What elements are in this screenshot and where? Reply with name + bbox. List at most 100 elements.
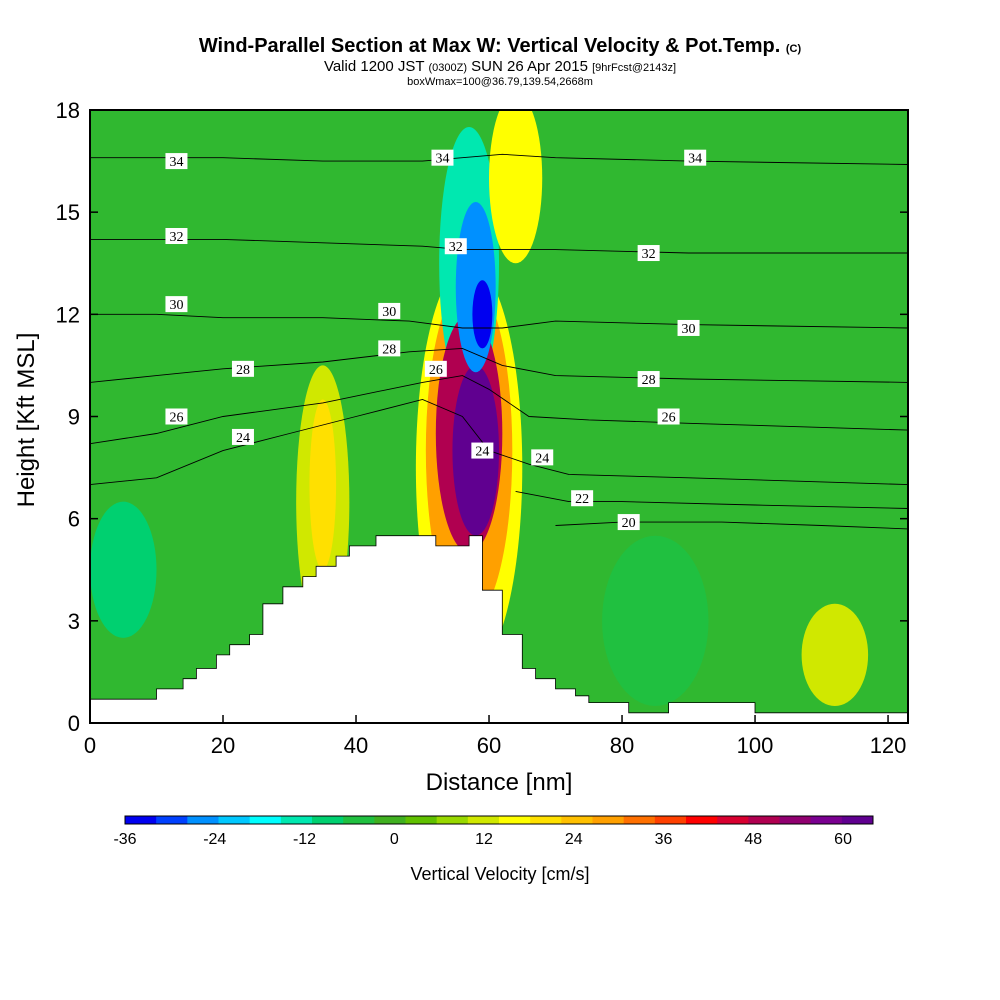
contour-label-34: 34: [431, 149, 454, 167]
x-tick-label: 20: [211, 733, 235, 758]
svg-text:20: 20: [622, 516, 636, 531]
colorbar-swatch: [779, 816, 812, 824]
title-block: Wind-Parallel Section at Max W: Vertical…: [0, 36, 1000, 88]
svg-text:34: 34: [435, 152, 449, 167]
x-axis-title: Distance [nm]: [426, 769, 573, 796]
theta-contour-22: [515, 490, 908, 509]
contour-label-32: 32: [444, 238, 467, 255]
contour-label-32: 32: [165, 228, 188, 245]
contour-label-24: 24: [471, 442, 494, 460]
contour-label-34: 34: [684, 149, 707, 167]
svg-text:26: 26: [429, 363, 443, 378]
colorbar-swatch: [405, 816, 438, 824]
colorbar-swatch: [436, 816, 469, 824]
svg-text:24: 24: [475, 445, 489, 460]
colorbar-tick-label: 12: [475, 831, 493, 848]
colorbar-title: Vertical Velocity [cm/s]: [410, 864, 589, 884]
chart-title: Wind-Parallel Section at Max W: Vertical…: [198, 35, 802, 57]
theta-contour-30: [90, 313, 908, 329]
colorbar-swatch: [374, 816, 406, 824]
contour-label-22: 22: [571, 490, 594, 507]
theta-contour-20: [555, 521, 908, 530]
contour-label-26: 26: [657, 408, 680, 426]
svg-text:30: 30: [382, 305, 396, 320]
contour-label-24: 24: [231, 428, 254, 446]
x-tick-label: 60: [477, 733, 501, 758]
wv-region-downdraft-west: [90, 501, 157, 638]
contour-label-28: 28: [637, 371, 660, 388]
colorbar-tick-label: 48: [744, 831, 762, 848]
colorbar-swatch: [187, 816, 219, 824]
wv-region-updraft-east: [801, 603, 869, 706]
colorbar-swatch: [249, 816, 282, 824]
colorbar-swatch: [530, 816, 562, 824]
colorbar-swatch: [623, 816, 656, 824]
contour-label-34: 34: [165, 153, 188, 170]
colorbar-swatch: [561, 816, 593, 824]
colorbar-swatch: [810, 816, 843, 824]
colorbar-tick-label: -24: [203, 831, 226, 848]
x-tick-label: 80: [610, 733, 634, 758]
contour-label-24: 24: [531, 449, 554, 466]
contour-label-30: 30: [378, 302, 401, 320]
colorbar-tick-label: -36: [113, 831, 136, 848]
colorbar-swatch: [156, 816, 188, 824]
colorbar: -36 -24 -12 0 12 24 36 48 60: [113, 815, 874, 848]
svg-text:32: 32: [449, 240, 463, 255]
contour-label-28: 28: [231, 360, 254, 378]
wv-region-downdraft-east: [602, 535, 709, 706]
y-tick-label: 18: [56, 98, 80, 123]
contour-label-20: 20: [617, 514, 640, 531]
contour-label-28: 28: [378, 340, 401, 357]
contour-label-26: 26: [424, 360, 447, 378]
colorbar-tick-label: 0: [390, 831, 399, 848]
valid-time: Valid 1200 JST (0300Z) SUN 26 Apr 2015 […: [323, 58, 677, 75]
wv-region-downdraft-core: [472, 280, 493, 349]
svg-text:34: 34: [169, 155, 183, 170]
potential-temperature-contours: [90, 153, 908, 530]
colorbar-tick-label: 60: [834, 831, 852, 848]
svg-text:24: 24: [236, 431, 250, 446]
wv-region-updraft-west: [309, 399, 337, 570]
colorbar-swatch: [686, 816, 718, 824]
svg-text:32: 32: [169, 230, 183, 245]
svg-text:34: 34: [688, 152, 702, 167]
colorbar-swatch: [343, 816, 375, 824]
svg-text:28: 28: [236, 363, 250, 378]
svg-text:28: 28: [642, 373, 656, 388]
theta-contour-26: [90, 375, 908, 445]
wv-region-updraft-upper: [489, 110, 543, 264]
theta-contour-32: [90, 238, 908, 254]
colorbar-swatch: [717, 816, 749, 824]
contour-label-30: 30: [677, 319, 700, 337]
svg-text:22: 22: [575, 492, 589, 507]
x-tick-label: 0: [84, 733, 96, 758]
theta-contour-28: [90, 347, 908, 383]
svg-text:32: 32: [642, 247, 656, 262]
colorbar-tick-label: -12: [293, 831, 316, 848]
y-tick-label: 0: [68, 711, 80, 736]
svg-text:28: 28: [382, 342, 396, 357]
contour-label-32: 32: [637, 245, 660, 262]
svg-text:26: 26: [169, 411, 183, 426]
svg-text:26: 26: [662, 411, 676, 426]
colorbar-swatch: [654, 816, 687, 824]
colorbar-swatch: [280, 816, 313, 824]
svg-text:30: 30: [169, 298, 183, 313]
colorbar-swatch: [748, 816, 780, 824]
colorbar-tick-label: 24: [565, 831, 583, 848]
box-info: boxWmax=100@36.79,139.54,2668m: [407, 76, 593, 88]
y-tick-label: 12: [56, 302, 80, 327]
contour-label-26: 26: [165, 408, 188, 426]
contour-labels: 34 34 34 32 32 32 30 30 30 28 28 28 26 26 26 24 24 24 22 20: [165, 149, 707, 531]
colorbar-swatch: [467, 816, 500, 824]
colorbar-swatch: [218, 816, 251, 824]
svg-text:30: 30: [682, 322, 696, 337]
svg-text:24: 24: [535, 451, 549, 466]
x-tick-label: 100: [737, 733, 774, 758]
colorbar-frame: [124, 815, 874, 825]
colorbar-swatch: [125, 816, 157, 824]
colorbar-tick-label: 36: [655, 831, 673, 848]
y-axis-title: Height [Kft MSL]: [13, 333, 40, 508]
contour-label-30: 30: [165, 296, 188, 313]
